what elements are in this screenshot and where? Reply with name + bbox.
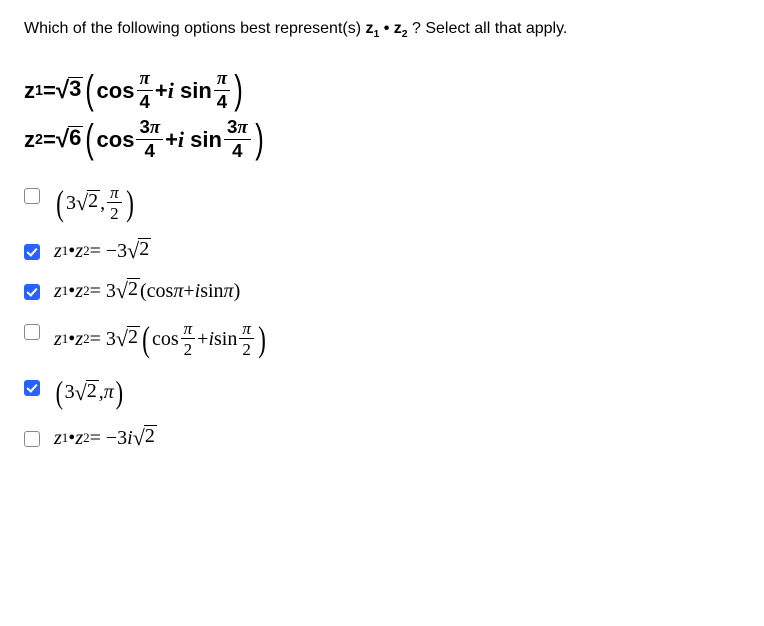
z1-eq: = xyxy=(43,78,56,104)
q-dot: • xyxy=(379,20,394,37)
z2-var: z xyxy=(24,127,35,153)
option-row-0: ( 3 √2 , π2 ) xyxy=(24,182,740,224)
option-row-3: z1•z2 = 3 √2 ( cos π2 + i sin π2 ) xyxy=(24,318,740,360)
z1-cos: cos xyxy=(97,78,135,104)
option-row-4: ( 3 √2 , π ) xyxy=(24,374,740,411)
q-z2: z xyxy=(394,20,402,37)
z2-rparen: ) xyxy=(255,117,264,162)
z1-sin-arg: π 4 xyxy=(214,70,230,111)
option-math-3: z1•z2 = 3 √2 ( cos π2 + i sin π2 ) xyxy=(54,318,268,360)
option-math-2: z1•z2 = 3 √2 (cosπ + i sin π) xyxy=(54,278,240,304)
given-definitions: z1 = √3 ( cos π 4 + i sin π 4 ) z2 = √6 … xyxy=(24,68,740,162)
option-math-0: ( 3 √2 , π2 ) xyxy=(54,182,136,224)
z2-lparen: ( xyxy=(86,117,95,162)
z2-sqrt: √6 xyxy=(56,126,84,154)
option-checkbox-4[interactable] xyxy=(24,380,40,396)
z2-eq: = xyxy=(43,127,56,153)
option-checkbox-1[interactable] xyxy=(24,244,40,260)
z1-sin: sin xyxy=(180,78,212,104)
question-text: Which of the following options best repr… xyxy=(24,20,740,40)
z1-plus: + xyxy=(155,78,168,104)
option-math-1: z1•z2 = −3 √2 xyxy=(54,238,151,264)
z1-rparen: ) xyxy=(234,68,243,113)
option-checkbox-3[interactable] xyxy=(24,324,40,340)
option-row-2: z1•z2 = 3 √2 (cosπ + i sin π) xyxy=(24,278,740,304)
option-checkbox-2[interactable] xyxy=(24,284,40,300)
given-z1: z1 = √3 ( cos π 4 + i sin π 4 ) xyxy=(24,68,740,113)
z1-sub: 1 xyxy=(35,83,43,99)
option-math-5: z1•z2 = −3i √2 xyxy=(54,425,157,451)
option-checkbox-0[interactable] xyxy=(24,188,40,204)
question-suffix: ? Select all that apply. xyxy=(408,20,568,37)
z1-sqrt: √3 xyxy=(56,77,84,105)
option-math-4: ( 3 √2 , π ) xyxy=(54,374,124,411)
z1-lparen: ( xyxy=(86,68,95,113)
z2-cos-arg: 3π 4 xyxy=(136,118,163,160)
option-checkbox-5[interactable] xyxy=(24,431,40,447)
z2-cos: cos xyxy=(97,127,135,153)
z1-i: i xyxy=(168,78,174,104)
question-prefix: Which of the following options best repr… xyxy=(24,20,366,37)
q-z1: z xyxy=(366,20,374,37)
z2-sub: 2 xyxy=(35,132,43,148)
z1-cos-arg: π 4 xyxy=(136,70,152,111)
z1-var: z xyxy=(24,78,35,104)
option-row-5: z1•z2 = −3i √2 xyxy=(24,425,740,451)
z2-plus: + xyxy=(165,127,178,153)
z2-i: i xyxy=(178,127,184,153)
z2-sin: sin xyxy=(190,127,222,153)
z2-sin-arg: 3π 4 xyxy=(224,118,251,160)
given-z2: z2 = √6 ( cos 3π 4 + i sin 3π 4 ) xyxy=(24,117,740,162)
option-row-1: z1•z2 = −3 √2 xyxy=(24,238,740,264)
